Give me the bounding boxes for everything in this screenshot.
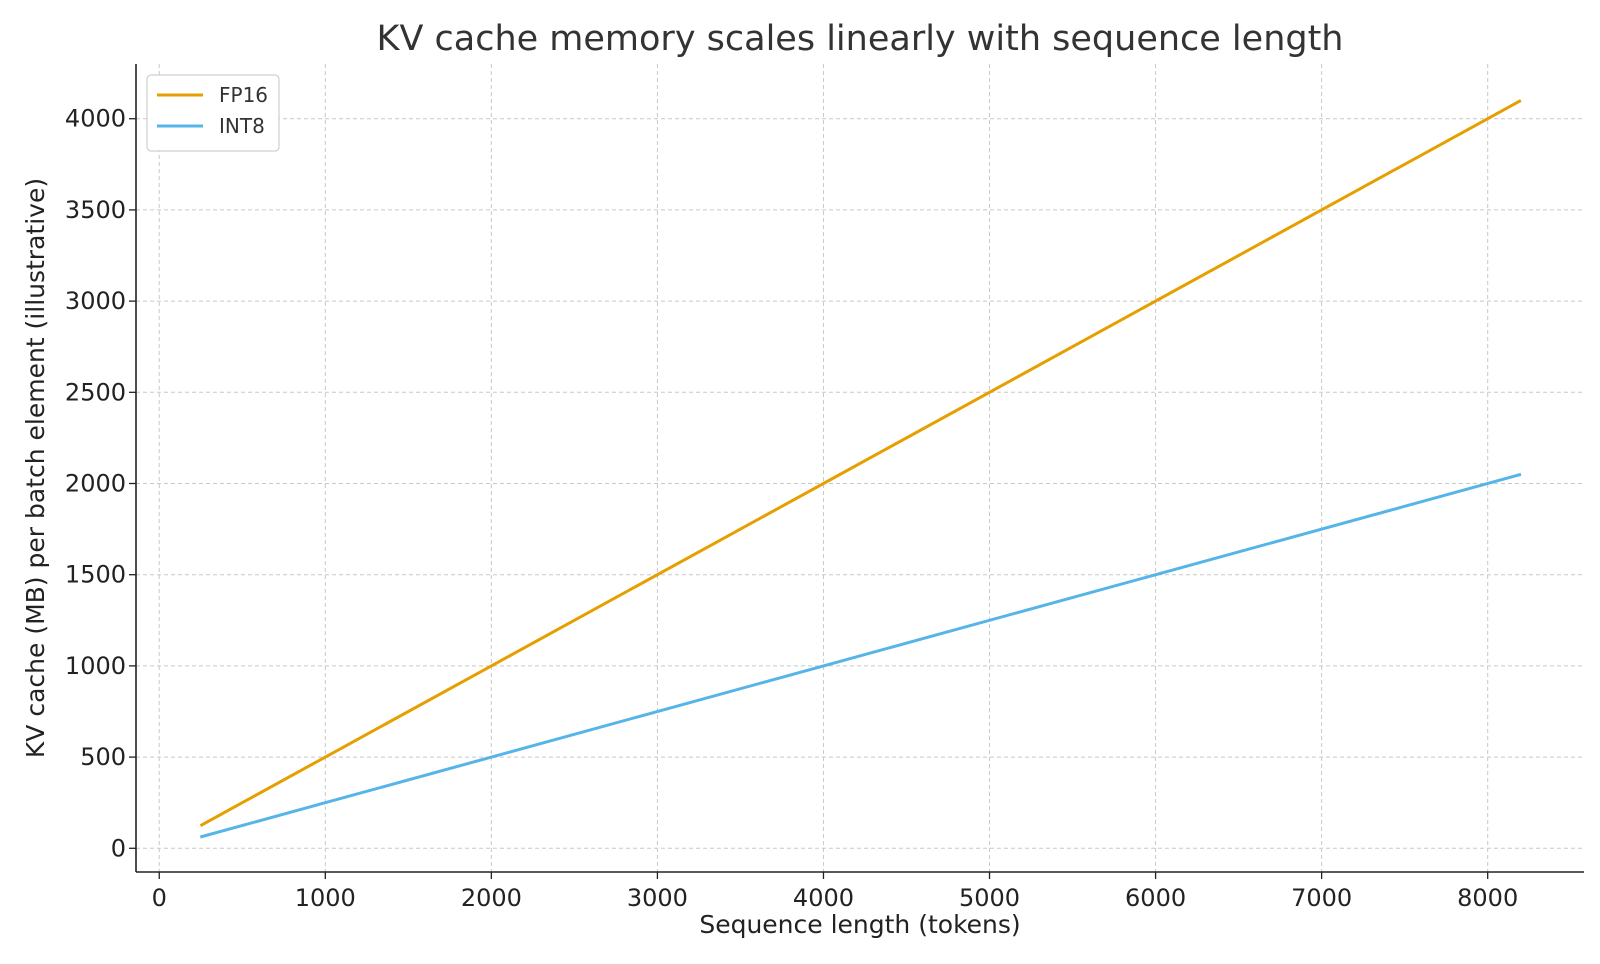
x-tick-label: 4000 [793,884,854,912]
series-layer [199,99,1522,839]
y-tick-label: 3500 [65,196,126,224]
x-tick-label: 3000 [627,884,688,912]
x-axis-title: Sequence length (tokens) [699,910,1020,939]
y-tick-label: 500 [80,743,126,771]
x-tick-label: 0 [152,884,167,912]
chart-title: KV cache memory scales linearly with seq… [377,19,1344,59]
y-axis-title: KV cache (MB) per batch element (illustr… [21,178,50,758]
x-tick-label: 6000 [1125,884,1186,912]
legend: FP16 INT8 [146,74,280,152]
y-tick-label: 3000 [65,287,126,315]
y-tick-label: 2500 [65,378,126,406]
x-tick-label: 2000 [461,884,522,912]
y-tick-label: 2000 [65,470,126,498]
x-tick-label: 5000 [959,884,1020,912]
y-tick-label: 1500 [65,561,126,589]
y-tick-label: 0 [111,834,126,862]
x-tick-label: 8000 [1457,884,1518,912]
y-tick-label: 1000 [65,652,126,680]
y-tick-label: 4000 [65,105,126,133]
grid-layer [136,64,1584,872]
x-tick-label: 7000 [1291,884,1352,912]
legend-label-fp16: FP16 [219,83,268,107]
series-line-int8 [199,472,1522,839]
legend-label-int8: INT8 [219,114,265,138]
axes-layer: 0 1000 2000 3000 4000 5000 6000 7000 8000 0 500 100… [65,64,1584,912]
series-line-fp16 [199,99,1522,827]
x-tick-label: 1000 [295,884,356,912]
